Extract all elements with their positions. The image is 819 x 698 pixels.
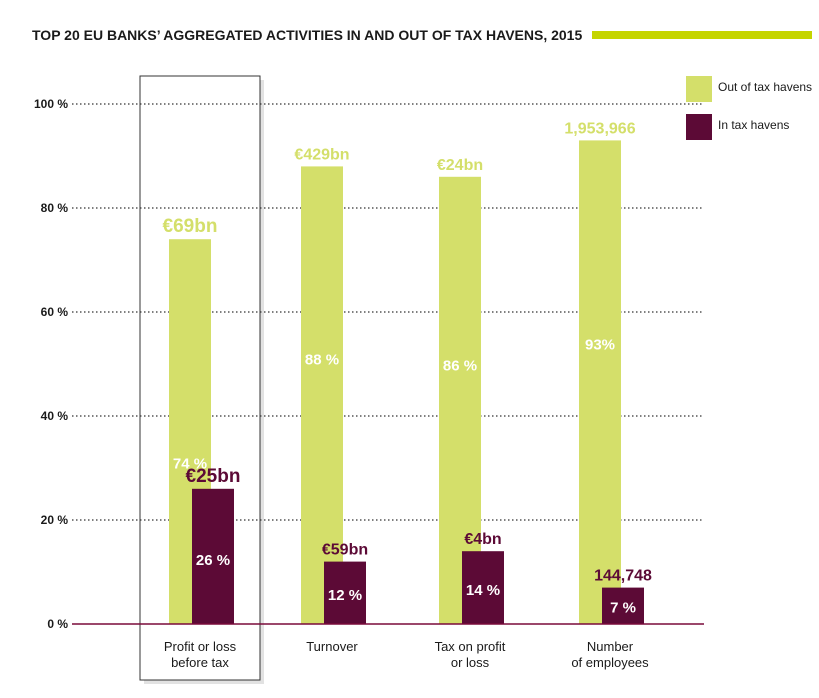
- y-tick-label: 20 %: [41, 513, 69, 527]
- y-tick-label: 100 %: [34, 97, 68, 111]
- x-category-label: Number: [587, 639, 634, 654]
- x-category-label: of employees: [571, 655, 649, 670]
- bar-value-label: 1,953,966: [564, 120, 635, 137]
- bar-out: [301, 166, 343, 624]
- bar-value-label: €429bn: [294, 146, 349, 163]
- bar-value-label: €25bn: [186, 466, 241, 487]
- x-category-label: Turnover: [306, 639, 358, 654]
- legend-swatch: [686, 76, 712, 102]
- legend-label: In tax havens: [718, 118, 789, 132]
- bar-value-label: €69bn: [163, 216, 218, 237]
- x-category-label: before tax: [171, 655, 229, 670]
- bar-in: [602, 587, 644, 624]
- legend: Out of tax havens In tax havens: [686, 76, 812, 140]
- bar-percent-label: 12 %: [328, 587, 362, 604]
- bar-value-label: €24bn: [437, 157, 483, 174]
- y-tick-label: 60 %: [41, 305, 69, 319]
- chart-title: TOP 20 EU BANKS’ AGGREGATED ACTIVITIES I…: [32, 27, 582, 43]
- bar-in: [462, 551, 504, 624]
- y-axis: 0 % 20 % 40 % 60 % 80 % 100 %: [34, 97, 68, 631]
- bar-in: [324, 561, 366, 624]
- bar-percent-label: 7 %: [610, 600, 636, 617]
- bar-out: [579, 140, 621, 624]
- bar-value-label: 144,748: [594, 568, 652, 585]
- bar-percent-label: 88 %: [305, 352, 339, 369]
- y-tick-label: 80 %: [41, 201, 69, 215]
- title-accent-bar: [592, 31, 812, 39]
- bar-percent-label: 74 %: [173, 455, 207, 472]
- bar-percent-label: 93%: [585, 337, 615, 354]
- bar-in: [192, 488, 234, 624]
- bar-value-label: €59bn: [322, 542, 368, 559]
- bar-value-label: €4bn: [464, 531, 501, 548]
- legend-swatch: [686, 114, 712, 140]
- chart-title-group: TOP 20 EU BANKS’ AGGREGATED ACTIVITIES I…: [32, 27, 812, 43]
- x-category-label: Profit or loss: [164, 639, 237, 654]
- x-category-label: Tax on profit: [435, 639, 506, 654]
- x-category-label: or loss: [451, 655, 490, 670]
- y-tick-label: 40 %: [41, 409, 69, 423]
- y-tick-label: 0 %: [47, 617, 68, 631]
- bars: 74 % €69bn 88 % €429bn 86 % €24bn 93% 1,953,966…: [163, 120, 652, 625]
- legend-label: Out of tax havens: [718, 80, 812, 94]
- bar-percent-label: 14 %: [466, 582, 500, 599]
- bar-percent-label: 26 %: [196, 552, 230, 569]
- bar-percent-label: 86 %: [443, 358, 477, 375]
- bar-out: [439, 176, 481, 625]
